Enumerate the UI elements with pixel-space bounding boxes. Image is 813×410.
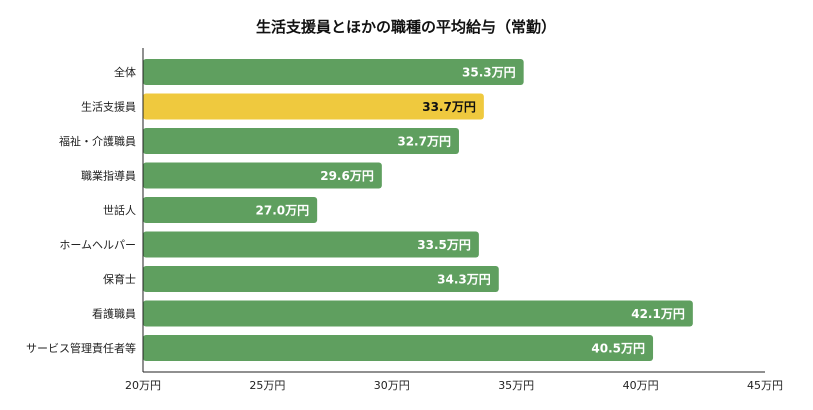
data-label: 40.5万円 [591, 342, 645, 356]
bar [143, 128, 459, 154]
data-label: 33.5万円 [417, 238, 471, 252]
x-tick-label: 20万円 [125, 379, 161, 392]
data-label: 34.3万円 [437, 273, 491, 287]
data-label: 35.3万円 [462, 66, 516, 80]
bar [143, 300, 693, 327]
category-label: ホームヘルパー [59, 239, 136, 252]
x-tick-label: 30万円 [374, 379, 410, 392]
bar-highlight [143, 93, 484, 120]
data-label: 33.7万円 [422, 100, 476, 114]
bar [143, 197, 318, 223]
category-label: 世話人 [103, 203, 136, 217]
category-label: サービス管理責任者等 [26, 341, 136, 355]
category-label: 全体 [114, 65, 136, 79]
data-label: 29.6万円 [320, 169, 374, 183]
x-tick-label: 40万円 [623, 379, 659, 392]
category-label: 職業指導員 [81, 169, 136, 183]
x-tick-label: 45万円 [747, 379, 783, 392]
bar [143, 335, 654, 361]
x-tick-label: 35万円 [498, 379, 534, 392]
category-label: 看護職員 [92, 307, 136, 321]
data-label: 27.0万円 [256, 204, 310, 218]
category-label: 生活支援員 [81, 100, 136, 114]
bar [143, 266, 499, 292]
bar [143, 162, 382, 189]
category-label: 保育士 [103, 272, 136, 286]
data-label: 42.1万円 [631, 307, 685, 321]
category-label: 福祉・介護職員 [59, 134, 136, 148]
bar [143, 231, 479, 258]
x-tick-label: 25万円 [249, 379, 285, 392]
bar [143, 59, 524, 85]
data-label: 32.7万円 [397, 135, 451, 149]
chart-title: 生活支援員とほかの職種の平均給与（常勤） [256, 18, 556, 36]
